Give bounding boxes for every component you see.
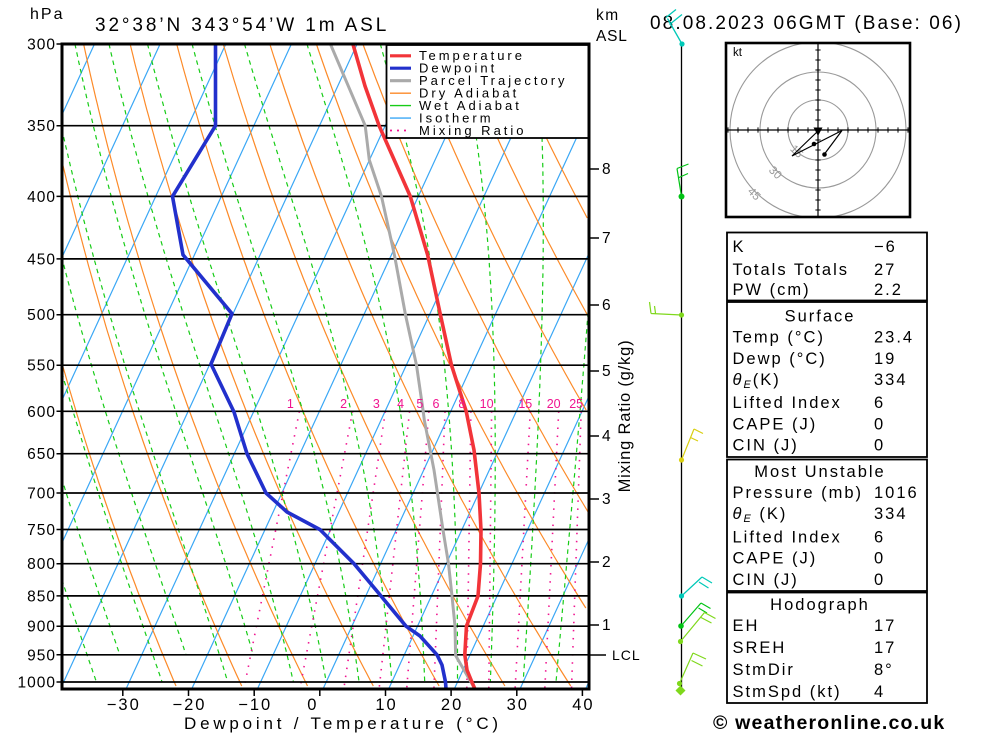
svg-text:17: 17 [874,639,896,657]
svg-text:08.08.2023 06GMT (Base: 06): 08.08.2023 06GMT (Base: 06) [650,13,963,34]
svg-text:450: 450 [27,251,56,268]
svg-text:6: 6 [602,297,611,314]
svg-text:5: 5 [416,397,423,411]
svg-text:5: 5 [602,363,611,380]
svg-text:Temp (°C): Temp (°C) [733,329,825,347]
svg-text:Dry Adiabat: Dry Adiabat [419,86,519,101]
svg-text:30: 30 [507,696,529,714]
svg-text:4: 4 [397,397,404,411]
svg-text:km: km [596,7,620,24]
svg-text:0: 0 [874,415,885,433]
svg-text:20: 20 [441,696,463,714]
svg-text:600: 600 [27,404,56,421]
svg-text:Mixing Ratio (g/kg): Mixing Ratio (g/kg) [616,340,634,493]
svg-text:0: 0 [874,550,885,568]
svg-text:800: 800 [27,556,56,573]
svg-text:1016: 1016 [874,484,919,502]
svg-text:SREH: SREH [733,639,787,657]
svg-text:17: 17 [874,617,896,635]
svg-text:6: 6 [433,397,440,411]
svg-text:550: 550 [27,358,56,375]
svg-text:2: 2 [602,554,611,571]
svg-text:EH: EH [733,617,760,635]
svg-text:350: 350 [27,118,56,135]
svg-text:1: 1 [287,397,294,411]
svg-text:334: 334 [874,371,908,389]
svg-text:1: 1 [602,617,611,634]
svg-text:−20: −20 [173,696,207,714]
svg-text:CAPE (J): CAPE (J) [733,415,818,433]
svg-text:CIN (J): CIN (J) [733,571,799,589]
svg-text:© weatheronline.co.uk: © weatheronline.co.uk [713,712,945,733]
svg-text:6: 6 [874,394,885,412]
svg-text:8: 8 [458,397,465,411]
svg-text:Wet Adiabat: Wet Adiabat [419,98,522,113]
svg-text:1000: 1000 [18,675,56,692]
svg-text:500: 500 [27,307,56,324]
svg-text:Dewp (°C): Dewp (°C) [733,350,827,368]
svg-text:PW (cm): PW (cm) [733,281,811,299]
svg-text:Totals Totals: Totals Totals [733,261,850,279]
svg-text:Mixing Ratio: Mixing Ratio [419,123,527,138]
svg-text:Surface: Surface [785,308,856,326]
svg-text:CAPE (J): CAPE (J) [733,550,818,568]
svg-text:750: 750 [27,522,56,539]
svg-text:950: 950 [27,647,56,664]
svg-text:Dewpoint / Temperature (°C): Dewpoint / Temperature (°C) [184,714,502,733]
svg-text:0: 0 [874,571,885,589]
svg-text:−10: −10 [238,696,272,714]
svg-text:40: 40 [572,696,594,714]
svg-text:StmDir: StmDir [733,661,795,679]
svg-text:15: 15 [518,397,532,411]
svg-text:0: 0 [874,437,885,455]
svg-text:8°: 8° [874,661,894,679]
svg-text:ASL: ASL [596,28,628,45]
svg-text:3: 3 [602,491,611,508]
svg-text:8: 8 [602,161,611,178]
svg-text:Most Unstable: Most Unstable [754,463,885,481]
svg-text:CIN (J): CIN (J) [733,437,799,455]
svg-text:hPa: hPa [30,6,64,23]
svg-text:6: 6 [874,528,885,546]
svg-text:700: 700 [27,486,56,503]
svg-text:900: 900 [27,619,56,636]
svg-text:θE (K): θE (K) [733,505,788,525]
svg-text:27: 27 [874,261,896,279]
svg-text:θE(K): θE(K) [733,371,781,391]
svg-text:7: 7 [602,230,611,247]
svg-text:2.2: 2.2 [874,281,903,299]
svg-text:32°38’N 343°54’W 1m ASL: 32°38’N 343°54’W 1m ASL [95,15,389,36]
svg-text:4: 4 [874,683,885,701]
svg-text:650: 650 [27,446,56,463]
svg-text:Lifted Index: Lifted Index [733,394,842,412]
svg-text:23.4: 23.4 [874,329,914,347]
svg-text:Hodograph: Hodograph [770,596,870,614]
svg-text:334: 334 [874,505,908,523]
svg-text:2: 2 [340,397,347,411]
svg-text:400: 400 [27,189,56,206]
svg-text:25: 25 [569,397,583,411]
svg-text:Pressure (mb): Pressure (mb) [733,484,864,502]
svg-text:19: 19 [874,350,896,368]
svg-text:10: 10 [480,397,494,411]
svg-text:Dewpoint: Dewpoint [419,61,497,76]
svg-text:20: 20 [547,397,561,411]
svg-text:3: 3 [373,397,380,411]
svg-text:−6: −6 [874,238,897,256]
svg-text:Parcel Trajectory: Parcel Trajectory [419,73,568,88]
svg-text:Lifted Index: Lifted Index [733,528,842,546]
svg-text:0: 0 [307,696,318,714]
svg-text:LCL: LCL [612,647,641,663]
svg-text:850: 850 [27,588,56,605]
svg-text:−30: −30 [107,696,141,714]
svg-text:10: 10 [375,696,397,714]
svg-text:kt: kt [733,47,743,59]
svg-text:300: 300 [27,37,56,54]
svg-text:K: K [733,238,746,256]
svg-text:4: 4 [602,428,611,445]
svg-text:Isotherm: Isotherm [419,111,494,126]
svg-text:StmSpd (kt): StmSpd (kt) [733,683,842,701]
svg-text:Temperature: Temperature [419,48,525,63]
